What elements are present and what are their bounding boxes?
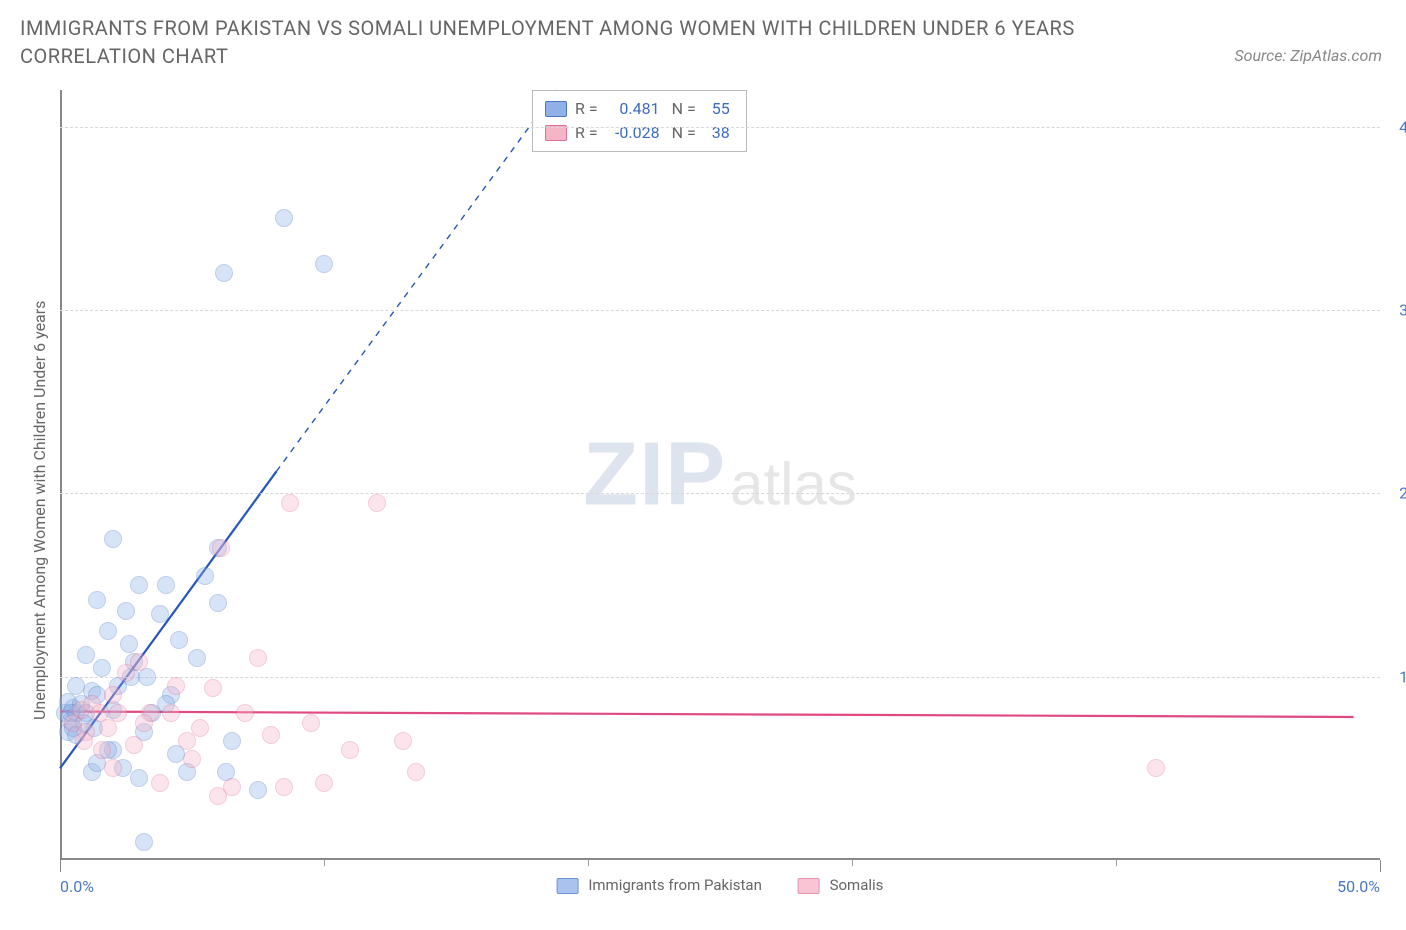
data-point: [104, 686, 122, 704]
data-point: [188, 649, 206, 667]
legend-swatch-somalis: [798, 878, 820, 894]
y-tick-label: 10.0%: [1386, 667, 1406, 686]
x-tick-minor: [324, 860, 325, 866]
data-point: [394, 732, 412, 750]
n-label: N =: [668, 97, 696, 121]
stats-row-somalis: R = -0.028 N = 38: [545, 121, 730, 145]
data-point: [204, 679, 222, 697]
data-point: [109, 704, 127, 722]
data-point: [170, 631, 188, 649]
data-point: [341, 741, 359, 759]
data-point: [151, 774, 169, 792]
data-point: [302, 714, 320, 732]
data-point: [151, 605, 169, 623]
source-label: Source: ZipAtlas.com: [1234, 46, 1382, 65]
data-point: [117, 602, 135, 620]
x-tick-minor: [852, 860, 853, 866]
data-point: [407, 763, 425, 781]
data-point: [1147, 759, 1165, 777]
grid-line: [60, 127, 1380, 128]
data-point: [104, 530, 122, 548]
x-tick-minor: [588, 860, 589, 866]
trend-lines: [60, 90, 1380, 860]
data-point: [93, 659, 111, 677]
data-point: [209, 787, 227, 805]
y-tick-label: 40.0%: [1386, 117, 1406, 136]
legend-item-pakistan: Immigrants from Pakistan: [557, 876, 762, 894]
r-value-pakistan: 0.481: [606, 97, 660, 121]
data-point: [88, 591, 106, 609]
n-value-somalis: 38: [704, 121, 730, 145]
data-point: [130, 576, 148, 594]
swatch-pakistan: [545, 101, 567, 117]
data-point: [67, 677, 85, 695]
data-point: [130, 769, 148, 787]
chart-title: IMMIGRANTS FROM PAKISTAN VS SOMALI UNEMP…: [20, 14, 1146, 70]
data-point: [77, 646, 95, 664]
y-axis-label: Unemployment Among Women with Children U…: [30, 120, 49, 720]
data-point: [183, 750, 201, 768]
data-point: [262, 726, 280, 744]
data-point: [315, 774, 333, 792]
data-point: [93, 741, 111, 759]
data-point: [191, 719, 209, 737]
y-tick-label: 30.0%: [1386, 301, 1406, 320]
data-point: [167, 677, 185, 695]
series-legend: Immigrants from Pakistan Somalis: [557, 876, 884, 894]
data-point: [99, 622, 117, 640]
data-point: [236, 704, 254, 722]
chart-container: IMMIGRANTS FROM PAKISTAN VS SOMALI UNEMP…: [0, 0, 1406, 930]
data-point: [104, 759, 122, 777]
n-value-pakistan: 55: [704, 97, 730, 121]
data-point: [196, 567, 214, 585]
data-point: [75, 732, 93, 750]
legend-label-pakistan: Immigrants from Pakistan: [588, 876, 762, 894]
legend-swatch-pakistan: [557, 878, 579, 894]
data-point: [368, 494, 386, 512]
y-tick-label: 20.0%: [1386, 484, 1406, 503]
legend-item-somalis: Somalis: [798, 876, 884, 894]
data-point: [130, 653, 148, 671]
data-point: [212, 539, 230, 557]
x-tick-label: 0.0%: [60, 877, 94, 896]
stats-legend: R = 0.481 N = 55 R = -0.028 N = 38: [532, 90, 747, 152]
grid-line: [60, 677, 1380, 678]
data-point: [275, 209, 293, 227]
r-label: R =: [575, 121, 598, 145]
data-point: [157, 576, 175, 594]
data-point: [281, 494, 299, 512]
grid-line: [60, 493, 1380, 494]
data-point: [162, 704, 180, 722]
r-label: R =: [575, 97, 598, 121]
x-tick-major: [1380, 860, 1381, 872]
legend-label-somalis: Somalis: [830, 876, 884, 894]
data-point: [135, 714, 153, 732]
data-point: [315, 255, 333, 273]
n-label: N =: [668, 121, 696, 145]
data-point: [135, 833, 153, 851]
data-point: [275, 778, 293, 796]
data-point: [223, 732, 241, 750]
x-tick-major: [60, 860, 61, 872]
data-point: [215, 264, 233, 282]
data-point: [125, 736, 143, 754]
r-value-somalis: -0.028: [606, 121, 660, 145]
data-point: [249, 781, 267, 799]
data-point: [249, 649, 267, 667]
x-tick-label: 50.0%: [1337, 877, 1380, 896]
stats-row-pakistan: R = 0.481 N = 55: [545, 97, 730, 121]
plot-area: ZIP atlas R = 0.481 N = 55 R = -0.028 N …: [60, 90, 1380, 860]
grid-line: [60, 310, 1380, 311]
x-tick-minor: [1116, 860, 1117, 866]
data-point: [209, 594, 227, 612]
data-point: [120, 635, 138, 653]
